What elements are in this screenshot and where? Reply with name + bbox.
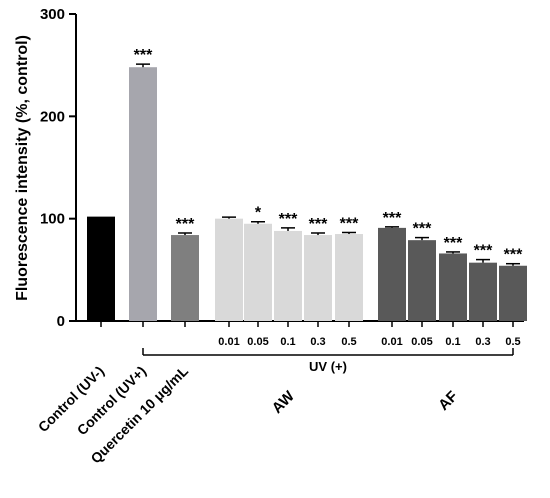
bar-4: [244, 223, 272, 321]
sub-labels: 0.01 0.05 0.1 0.3 0.5 0.01 0.05 0.1 0.3 0.5: [218, 336, 520, 348]
significance-label-10: ***: [444, 235, 463, 252]
bar-12: [499, 265, 527, 321]
significance-label-12: ***: [504, 247, 523, 264]
significance-label-2: ***: [176, 216, 195, 233]
bar-8: [378, 227, 406, 321]
concentration-label-9: 0.05: [411, 336, 432, 348]
significance-label-11: ***: [474, 243, 493, 260]
significance-label-8: ***: [383, 210, 402, 227]
y-tick-label-3: 300: [40, 6, 65, 23]
concentration-label-11: 0.3: [475, 336, 490, 348]
concentration-label-6: 0.3: [310, 336, 325, 348]
concentration-label-7: 0.5: [341, 336, 356, 348]
uv-bracket: UV (+): [142, 348, 514, 374]
significance-label-5: ***: [279, 211, 298, 228]
significance-label-9: ***: [413, 221, 432, 238]
bar-1: [129, 67, 157, 321]
bar-9: [408, 240, 436, 321]
bars: ******* *** *** *** ********* *** ***: [87, 47, 527, 321]
y-ticks: 0 100 200 300: [40, 6, 76, 330]
bar-0: [87, 216, 115, 321]
y-axis-label: Fluorescence intensity (%, control): [14, 35, 31, 301]
significance-label-4: *: [255, 205, 262, 222]
significance-label-6: ***: [309, 216, 328, 233]
bar-3: [215, 218, 243, 321]
bar-7: [335, 234, 363, 321]
concentration-label-8: 0.01: [381, 336, 402, 348]
y-tick-label-2: 200: [40, 108, 65, 125]
concentration-label-4: 0.05: [247, 336, 268, 348]
y-tick-label-1: 100: [40, 211, 65, 228]
concentration-label-5: 0.1: [280, 336, 295, 348]
significance-label-7: ***: [340, 215, 359, 232]
concentration-label-12: 0.5: [505, 336, 520, 348]
bar-11: [469, 262, 497, 321]
group-label-1: AF: [435, 388, 461, 414]
category-labels: Control (UV-)Control (UV+)Quercetin 10 μ…: [35, 362, 462, 466]
significance-label-1: ***: [134, 47, 153, 64]
bracket-label: UV (+): [309, 359, 347, 374]
y-tick-label-0: 0: [57, 313, 65, 330]
bar-10: [439, 253, 467, 321]
bar-6: [304, 235, 332, 321]
group-label-0: AW: [269, 387, 299, 417]
bar-2: [171, 235, 199, 321]
concentration-label-10: 0.1: [445, 336, 460, 348]
concentration-label-3: 0.01: [218, 336, 239, 348]
bar-5: [274, 230, 302, 321]
